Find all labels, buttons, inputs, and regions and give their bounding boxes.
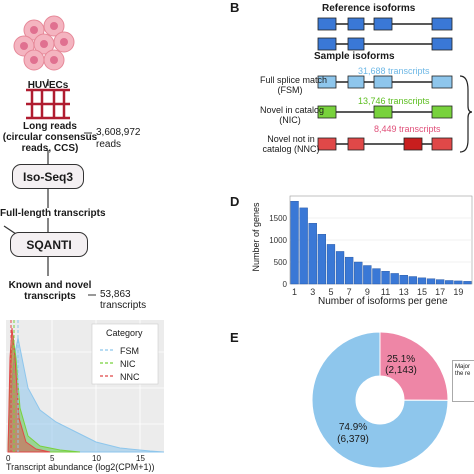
isoseq-box: Iso-Seq3 [12, 164, 84, 189]
fulllength-label: Full-length transcripts [0, 208, 106, 219]
panel-b-letter: B [230, 0, 240, 15]
density-legend-nnc: NNC [120, 372, 140, 382]
reference-title: Reference isoforms [322, 3, 416, 14]
long-reads-label: Long reads (circular consensus reads, CC… [2, 121, 98, 154]
histogram-ytick-0: 0 [283, 280, 288, 289]
reference-isoform-2 [317, 37, 453, 51]
isoform-diagram [317, 17, 473, 153]
fsm-count: 31,688 transcripts [358, 66, 430, 76]
fsm-label: Full splice match (FSM) [260, 75, 328, 95]
nic-isoform [317, 105, 453, 119]
histogram-bar-11 [381, 271, 390, 285]
donut-label-nnc-pct: 25.1% [386, 354, 416, 365]
histogram-bar-5 [326, 244, 336, 285]
histogram-ytick-1000: 1000 [269, 236, 287, 245]
histogram-xtick-15: 15 [417, 287, 427, 297]
nnc-label: Novel not in catalog (NNC) [262, 134, 320, 154]
histogram-bar-10 [372, 268, 381, 285]
histogram-bar-14 [408, 276, 417, 285]
nnc-isoform [317, 137, 453, 151]
density-tick-10: 10 [92, 454, 101, 463]
histogram-xtick-13: 13 [399, 287, 409, 297]
histogram-ytick-500: 500 [274, 258, 288, 267]
histogram-xtick-5: 5 [328, 287, 333, 297]
density-tick-15: 15 [136, 454, 145, 463]
histogram-bar-17 [435, 279, 445, 285]
histogram-bar-2 [299, 207, 308, 285]
histogram-bar-3 [308, 223, 317, 285]
donut-legend-text: Major the re [455, 364, 471, 377]
nic-label: Novel in catalog (NIC) [260, 105, 325, 125]
histogram-bar-13 [399, 274, 408, 285]
long-reads-unit: reads [96, 139, 122, 150]
histogram-bar-6 [335, 251, 345, 285]
sample-title: Sample isoforms [314, 51, 395, 62]
panel-d-letter: D [230, 194, 240, 209]
donut-slice-0 [379, 331, 449, 401]
density-legend-fsm: FSM [120, 346, 139, 356]
reads-icon [26, 88, 70, 120]
donut-label-nnc-count: (2,143) [385, 365, 417, 376]
donut-slice-1 [311, 331, 449, 469]
histogram-bar-4 [317, 234, 327, 285]
donut-label-fsm-count: (6,379) [337, 434, 369, 445]
nnc-count: 8,449 transcripts [374, 124, 441, 134]
histogram-bar-18 [445, 280, 454, 285]
long-reads-count: 3,608,972 [96, 127, 141, 138]
histogram-xtick-11: 11 [381, 287, 390, 297]
histogram-bar-20 [463, 281, 472, 285]
histogram-xtick-7: 7 [347, 287, 352, 297]
histogram-bar-7 [344, 256, 354, 285]
sqanti-box: SQANTI [10, 232, 88, 257]
histogram-bar-1 [290, 201, 299, 285]
category-donut [311, 331, 449, 469]
known-unit: transcripts [100, 300, 147, 311]
density-xlabel: Transcript abundance (log2(CPM+1)) [6, 462, 155, 472]
histogram-ytick-1500: 1500 [269, 214, 287, 223]
histogram-bar-12 [390, 273, 399, 285]
fsm-isoform [317, 75, 453, 89]
known-label: Known and novel transcripts [8, 280, 92, 302]
cells-icon [13, 15, 75, 71]
histogram-xlabel: Number of isoforms per gene [318, 296, 448, 307]
histogram-bar-9 [363, 265, 372, 285]
histogram-bar-16 [426, 278, 436, 285]
known-count: 53,863 [100, 289, 131, 300]
density-tick-5: 5 [50, 454, 55, 463]
donut-label-fsm-pct: 74.9% [338, 422, 368, 433]
density-legend-title: Category [106, 328, 143, 338]
panel-e-letter: E [230, 330, 239, 345]
density-tick-0: 0 [6, 454, 11, 463]
density-legend-nic: NIC [120, 359, 136, 369]
histogram-xtick-3: 3 [310, 287, 315, 297]
panel-a-graphics [3, 15, 96, 296]
cells-label: HUVECs [27, 80, 69, 91]
histogram-xtick-19: 19 [453, 287, 463, 297]
histogram-ylabel: Number of genes [251, 202, 261, 272]
donut-legend-box: Major the re [452, 360, 474, 402]
reference-isoform-1 [317, 17, 453, 31]
histogram-bar-15 [417, 277, 427, 285]
nic-count: 13,746 transcripts [358, 96, 430, 106]
histogram-xtick-17: 17 [435, 287, 445, 297]
histogram-xtick-1: 1 [292, 287, 297, 297]
histogram-bar-8 [354, 261, 363, 285]
abundance-density-plot [6, 320, 165, 453]
histogram-bar-19 [454, 280, 463, 285]
category-brace [459, 75, 473, 153]
histogram-xtick-9: 9 [365, 287, 370, 297]
density-legend [91, 323, 159, 385]
